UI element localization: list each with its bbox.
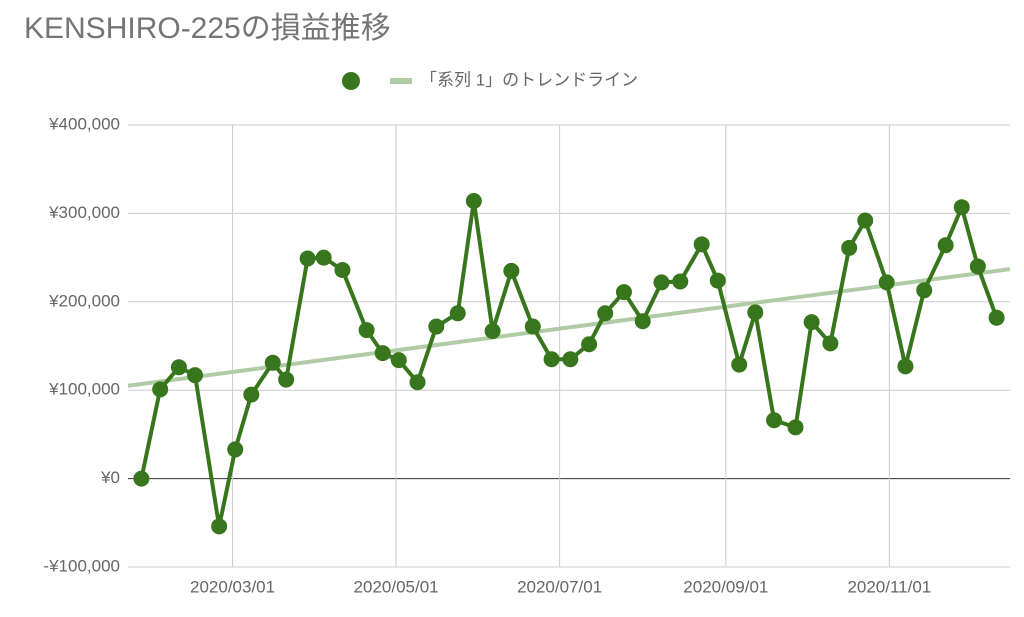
point bbox=[693, 236, 710, 253]
point bbox=[988, 309, 1005, 326]
point bbox=[243, 386, 260, 403]
point bbox=[897, 358, 914, 375]
point bbox=[358, 322, 375, 339]
y-tick-label: ¥300,000 bbox=[48, 203, 120, 222]
point bbox=[803, 314, 820, 331]
chart-title: KENSHIRO-225の損益推移 bbox=[24, 12, 391, 45]
x-tick-label: 2020/03/01 bbox=[190, 577, 275, 596]
point bbox=[390, 352, 407, 369]
point bbox=[465, 193, 482, 210]
point bbox=[524, 318, 541, 335]
point bbox=[747, 304, 764, 321]
point bbox=[787, 419, 804, 436]
point bbox=[264, 354, 281, 371]
point bbox=[766, 412, 783, 429]
point bbox=[653, 274, 670, 291]
point bbox=[187, 367, 204, 384]
point bbox=[543, 351, 560, 368]
x-tick-label: 2020/05/01 bbox=[354, 577, 439, 596]
point bbox=[133, 470, 150, 487]
point bbox=[299, 250, 316, 267]
point bbox=[953, 199, 970, 216]
point bbox=[969, 258, 986, 275]
point bbox=[409, 374, 426, 391]
point bbox=[916, 282, 933, 299]
legend-label: 「系列 1」のトレンドライン bbox=[420, 70, 638, 89]
point bbox=[315, 249, 332, 266]
point bbox=[581, 336, 598, 353]
point bbox=[449, 305, 466, 322]
point bbox=[857, 212, 874, 229]
y-tick-label: ¥200,000 bbox=[48, 291, 120, 310]
point bbox=[211, 518, 228, 535]
point bbox=[152, 381, 169, 398]
point bbox=[709, 272, 726, 289]
y-tick-label: ¥100,000 bbox=[48, 380, 120, 399]
point bbox=[634, 313, 651, 330]
point bbox=[841, 239, 858, 256]
point bbox=[503, 262, 520, 279]
point bbox=[597, 305, 614, 322]
point bbox=[170, 359, 187, 376]
point bbox=[937, 237, 954, 254]
point bbox=[878, 274, 895, 291]
point bbox=[334, 261, 351, 278]
y-tick-label: ¥0 bbox=[100, 468, 120, 487]
trendline bbox=[127, 267, 1011, 388]
y-tick-label: -¥100,000 bbox=[43, 556, 120, 575]
legend-marker bbox=[342, 72, 360, 90]
y-tick-label: ¥400,000 bbox=[48, 114, 120, 133]
point bbox=[374, 345, 391, 362]
x-tick-label: 2020/11/01 bbox=[847, 577, 931, 596]
point bbox=[672, 273, 689, 290]
point bbox=[731, 356, 748, 373]
point bbox=[562, 351, 579, 368]
point bbox=[615, 284, 632, 301]
point bbox=[278, 371, 295, 388]
x-tick-label: 2020/09/01 bbox=[683, 577, 768, 596]
point bbox=[822, 335, 839, 352]
point bbox=[484, 322, 501, 339]
x-tick-label: 2020/07/01 bbox=[517, 577, 602, 596]
point bbox=[227, 441, 244, 458]
point bbox=[428, 318, 445, 335]
